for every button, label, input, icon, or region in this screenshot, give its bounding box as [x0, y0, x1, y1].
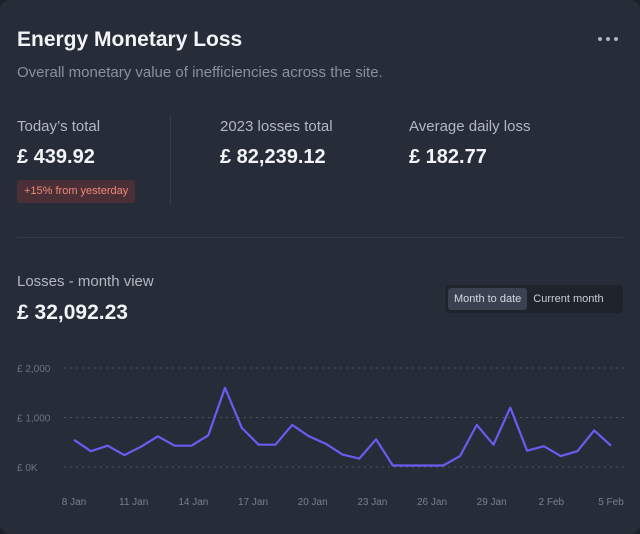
x-tick-label: 11 Jan [119, 497, 148, 508]
x-tick-label: 5 Feb [598, 497, 624, 508]
x-tick-label: 14 Jan [178, 497, 208, 508]
x-tick-label: 2 Feb [539, 497, 565, 508]
card-subtitle: Overall monetary value of inefficiencies… [17, 64, 383, 81]
y-tick-label: £ 2,000 [17, 364, 51, 375]
y-tick-label: £ 0K [17, 463, 38, 474]
year-losses-label: 2023 losses total [220, 118, 333, 135]
change-badge: +15% from yesterday [17, 180, 136, 203]
y-tick-label: £ 1,000 [17, 414, 51, 425]
x-tick-label: 20 Jan [298, 497, 328, 508]
average-daily-label: Average daily loss [409, 118, 531, 135]
year-losses-value: £ 82,239.12 [220, 146, 326, 168]
toggle-month-to-date[interactable]: Month to date [448, 288, 528, 310]
toggle-current-month[interactable]: Current month [533, 293, 604, 305]
x-tick-label: 26 Jan [417, 497, 447, 508]
month-view-label: Losses - month view [17, 273, 154, 290]
x-tick-label: 29 Jan [477, 497, 507, 508]
x-tick-label: 23 Jan [357, 497, 387, 508]
losses-line-chart: £ 0K £ 1,000 £ 2,000 8 Jan 11 Jan 14 Jan 17 Ja… [17, 364, 624, 508]
view-toggle[interactable]: Month to date Current month [445, 285, 623, 313]
card-title: Energy Monetary Loss [17, 28, 243, 51]
x-tick-label: 8 Jan [62, 497, 86, 508]
today-total-label: Today’s total [17, 118, 101, 135]
series-line [73, 386, 612, 467]
today-total-value: £ 439.92 [17, 146, 95, 168]
more-options-icon[interactable] [598, 34, 624, 44]
stats-divider [170, 116, 171, 204]
x-tick-label: 17 Jan [238, 497, 268, 508]
month-view-value: £ 32,092.23 [17, 301, 128, 324]
average-daily-value: £ 182.77 [409, 146, 487, 168]
section-divider [17, 237, 623, 238]
